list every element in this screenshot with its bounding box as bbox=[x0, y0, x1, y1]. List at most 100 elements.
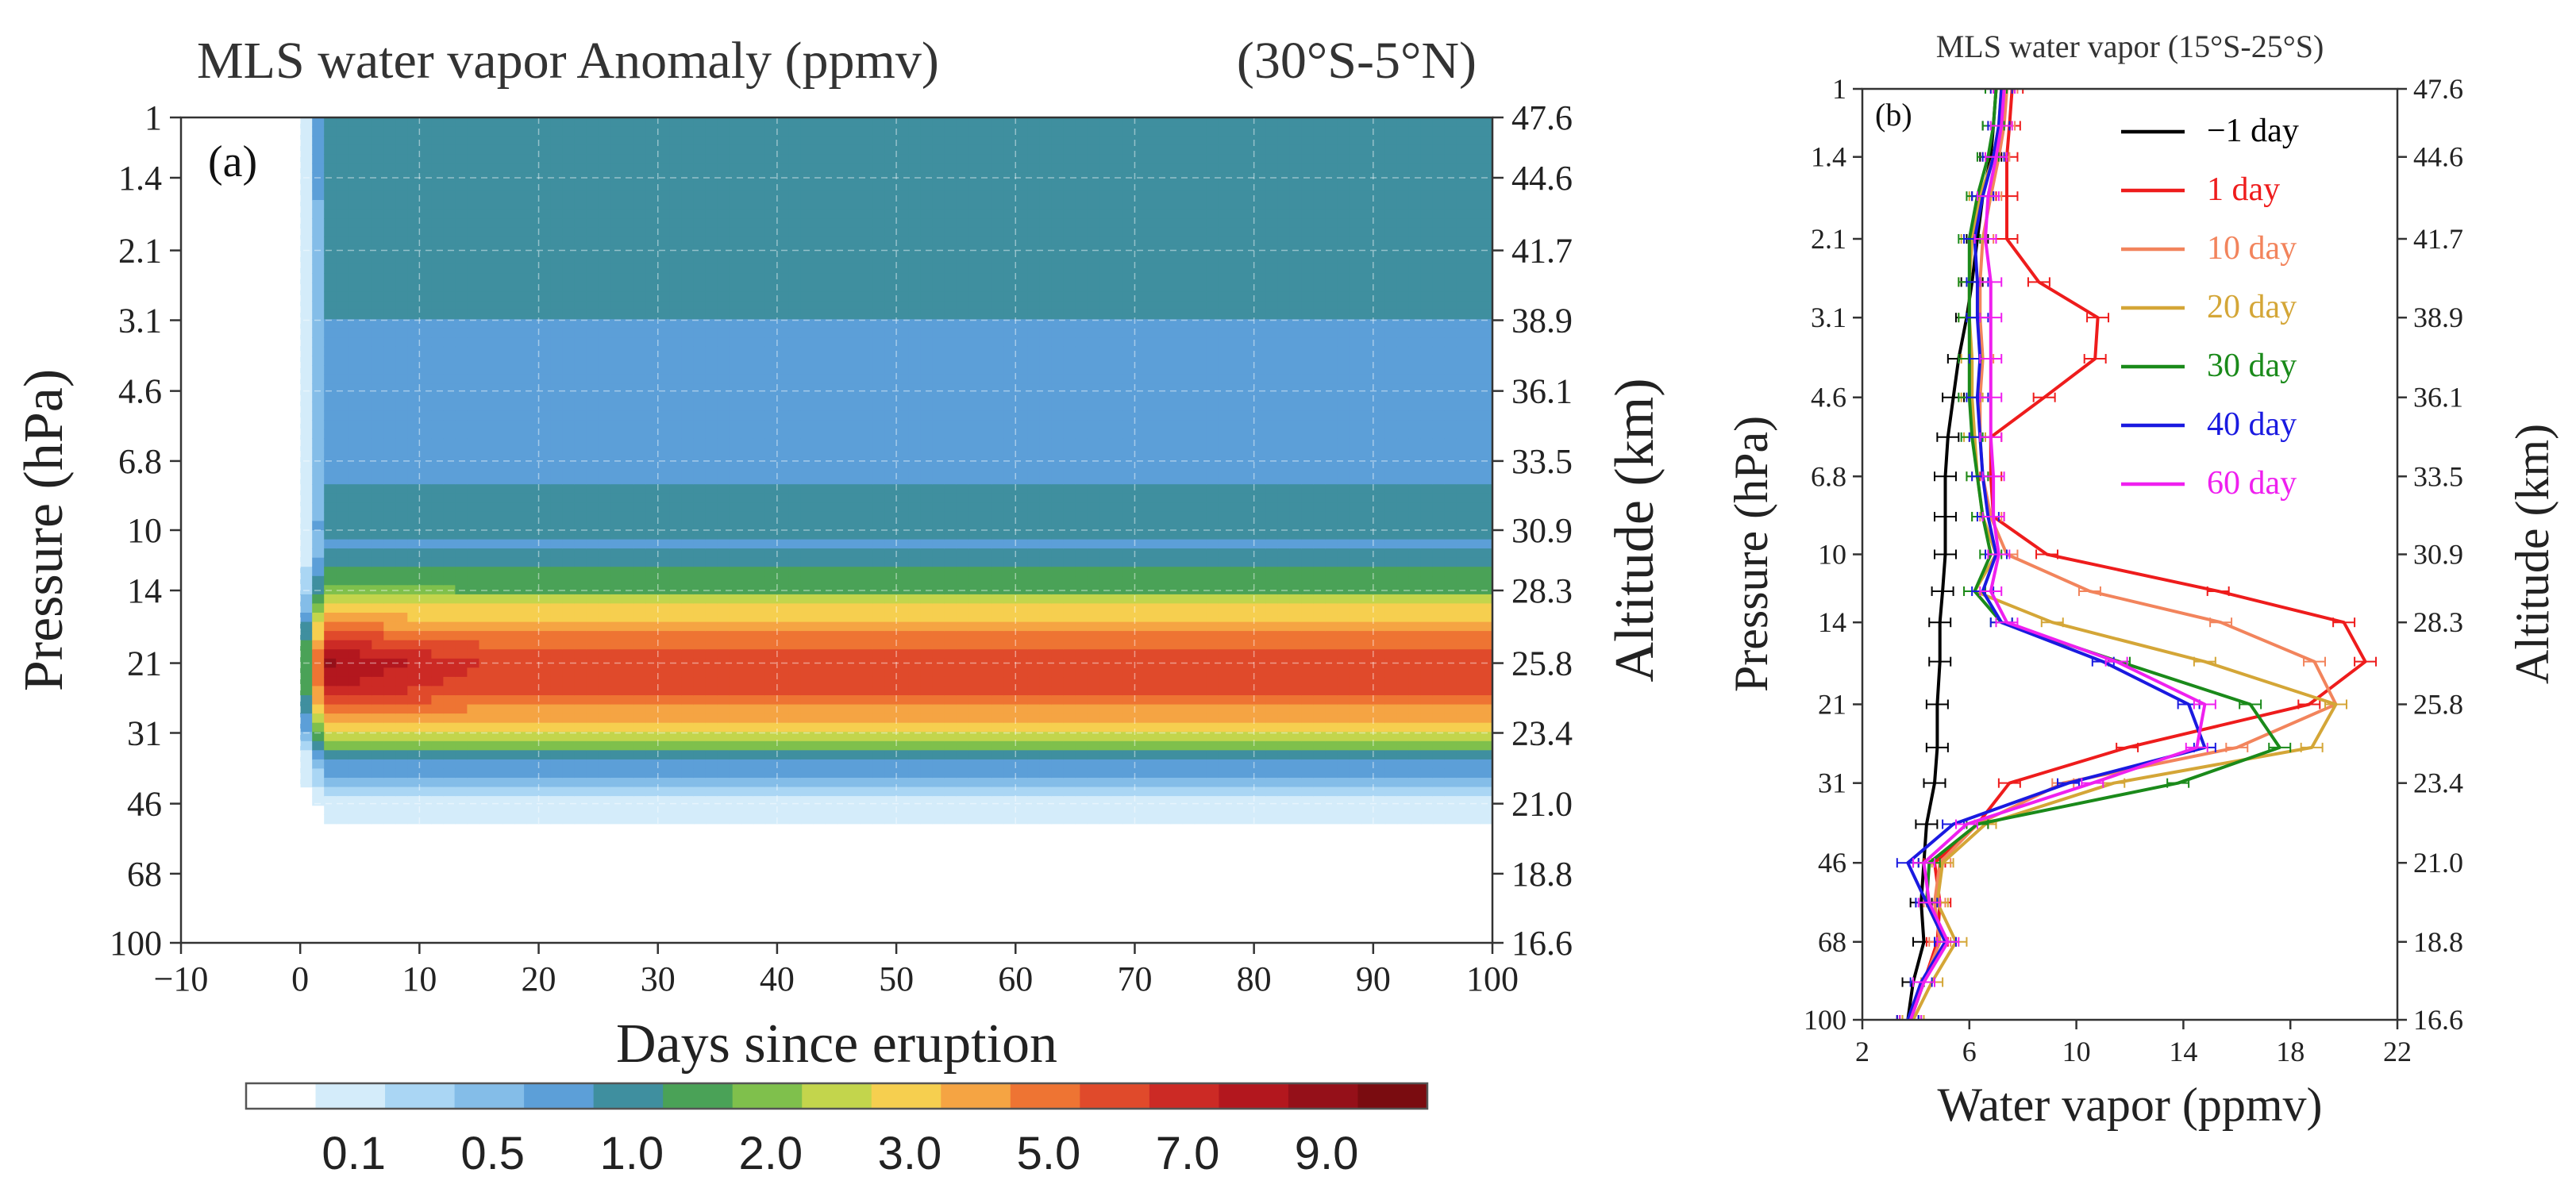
heatmap-cell bbox=[1051, 337, 1064, 348]
heatmap-cell bbox=[956, 768, 968, 779]
heatmap-cell bbox=[884, 713, 897, 724]
heatmap-cell bbox=[657, 117, 671, 128]
heatmap-cell bbox=[324, 722, 337, 733]
heatmap-cell bbox=[538, 429, 552, 440]
heatmap-cell bbox=[383, 649, 396, 660]
heatmap-cell bbox=[562, 126, 576, 137]
heatmap-cell bbox=[372, 456, 384, 467]
heatmap-cell bbox=[443, 594, 456, 605]
heatmap-cell bbox=[908, 163, 921, 173]
heatmap-cell bbox=[825, 402, 837, 412]
heatmap-cell bbox=[467, 438, 479, 448]
heatmap-cell bbox=[908, 603, 921, 613]
heatmap-cell bbox=[383, 759, 396, 770]
heatmap-cell bbox=[920, 585, 933, 595]
heatmap-cell bbox=[896, 475, 909, 485]
heatmap-cell bbox=[1051, 126, 1064, 137]
heatmap-cell bbox=[932, 209, 945, 219]
heatmap-cell bbox=[550, 448, 564, 458]
heatmap-cell bbox=[788, 759, 802, 770]
heatmap-cell bbox=[920, 144, 933, 155]
heatmap-cell bbox=[1051, 511, 1064, 522]
heatmap-cell bbox=[705, 750, 718, 760]
heatmap-cell bbox=[896, 658, 909, 668]
heatmap-cell bbox=[1003, 778, 1016, 788]
heatmap-cell bbox=[622, 557, 635, 567]
heatmap-cell bbox=[443, 163, 456, 173]
heatmap-cell bbox=[980, 814, 992, 825]
heatmap-cell bbox=[502, 750, 516, 760]
heatmap-cell bbox=[348, 365, 360, 375]
heatmap-cell bbox=[932, 346, 945, 357]
heatmap-cell bbox=[681, 750, 695, 760]
heatmap-cell bbox=[395, 548, 408, 559]
heatmap-cell bbox=[764, 163, 778, 173]
heatmap-cell bbox=[395, 163, 408, 173]
heatmap-cell bbox=[312, 356, 325, 366]
heatmap-cell bbox=[502, 557, 516, 567]
heatmap-cell bbox=[383, 237, 396, 247]
heatmap-cell bbox=[419, 475, 432, 485]
heatmap-cell bbox=[741, 484, 754, 494]
heatmap-cell bbox=[324, 640, 337, 650]
heatmap-cell bbox=[538, 420, 552, 430]
heatmap-cell bbox=[598, 126, 611, 137]
heatmap-cell bbox=[633, 686, 647, 696]
heatmap-cell bbox=[586, 420, 599, 430]
heatmap-cell bbox=[980, 548, 992, 559]
heatmap-cell bbox=[764, 466, 778, 476]
heatmap-cell bbox=[944, 466, 957, 476]
heatmap-cell bbox=[633, 126, 647, 137]
heatmap-cell bbox=[502, 337, 516, 348]
heatmap-cell bbox=[431, 283, 444, 293]
heatmap-cell bbox=[633, 713, 647, 724]
heatmap-cell bbox=[776, 273, 790, 283]
heatmap-cell bbox=[1027, 658, 1040, 668]
heatmap-cell bbox=[729, 631, 742, 641]
heatmap-cell bbox=[300, 695, 313, 706]
heatmap-cell bbox=[1063, 346, 1076, 357]
heatmap-cell bbox=[992, 695, 1004, 706]
heatmap-cell bbox=[956, 750, 968, 760]
heatmap-cell bbox=[550, 117, 564, 128]
heatmap-cell bbox=[407, 273, 420, 283]
heatmap-cell bbox=[526, 291, 540, 302]
heatmap-cell bbox=[920, 283, 933, 293]
heatmap-cell bbox=[431, 273, 444, 283]
heatmap-cell bbox=[872, 237, 885, 247]
heatmap-cell bbox=[837, 768, 849, 779]
heatmap-cell bbox=[455, 346, 468, 357]
heatmap-cell bbox=[455, 530, 468, 540]
heatmap-cell bbox=[360, 613, 372, 623]
heatmap-cell bbox=[336, 209, 348, 219]
heatmap-cell bbox=[633, 585, 647, 595]
heatmap-cell bbox=[407, 750, 420, 760]
heatmap-cell bbox=[956, 695, 968, 706]
heatmap-cell bbox=[776, 263, 790, 275]
heatmap-cell bbox=[324, 521, 337, 531]
heatmap-cell bbox=[622, 750, 635, 760]
heatmap-cell bbox=[479, 511, 492, 522]
heatmap-cell bbox=[645, 319, 659, 329]
heatmap-cell bbox=[813, 778, 826, 788]
heatmap-cell bbox=[1039, 117, 1052, 128]
heatmap-cell bbox=[861, 667, 873, 678]
heatmap-cell bbox=[729, 759, 742, 770]
heatmap-cell bbox=[1039, 603, 1052, 613]
heatmap-cell bbox=[1063, 200, 1076, 210]
heatmap-cell bbox=[992, 328, 1004, 338]
heatmap-cell bbox=[849, 649, 861, 660]
heatmap-cell bbox=[681, 301, 695, 311]
heatmap-cell bbox=[491, 722, 504, 733]
heatmap-cell bbox=[562, 263, 576, 275]
heatmap-cell bbox=[1039, 438, 1052, 448]
heatmap-cell bbox=[538, 310, 552, 320]
heatmap-cell bbox=[837, 778, 849, 788]
heatmap-cell bbox=[419, 603, 432, 613]
heatmap-cell bbox=[705, 786, 718, 797]
heatmap-cell bbox=[324, 337, 337, 348]
heatmap-cell bbox=[562, 283, 576, 293]
heatmap-cell bbox=[1015, 640, 1028, 650]
heatmap-cell bbox=[992, 557, 1004, 567]
heatmap-cell bbox=[586, 365, 599, 375]
